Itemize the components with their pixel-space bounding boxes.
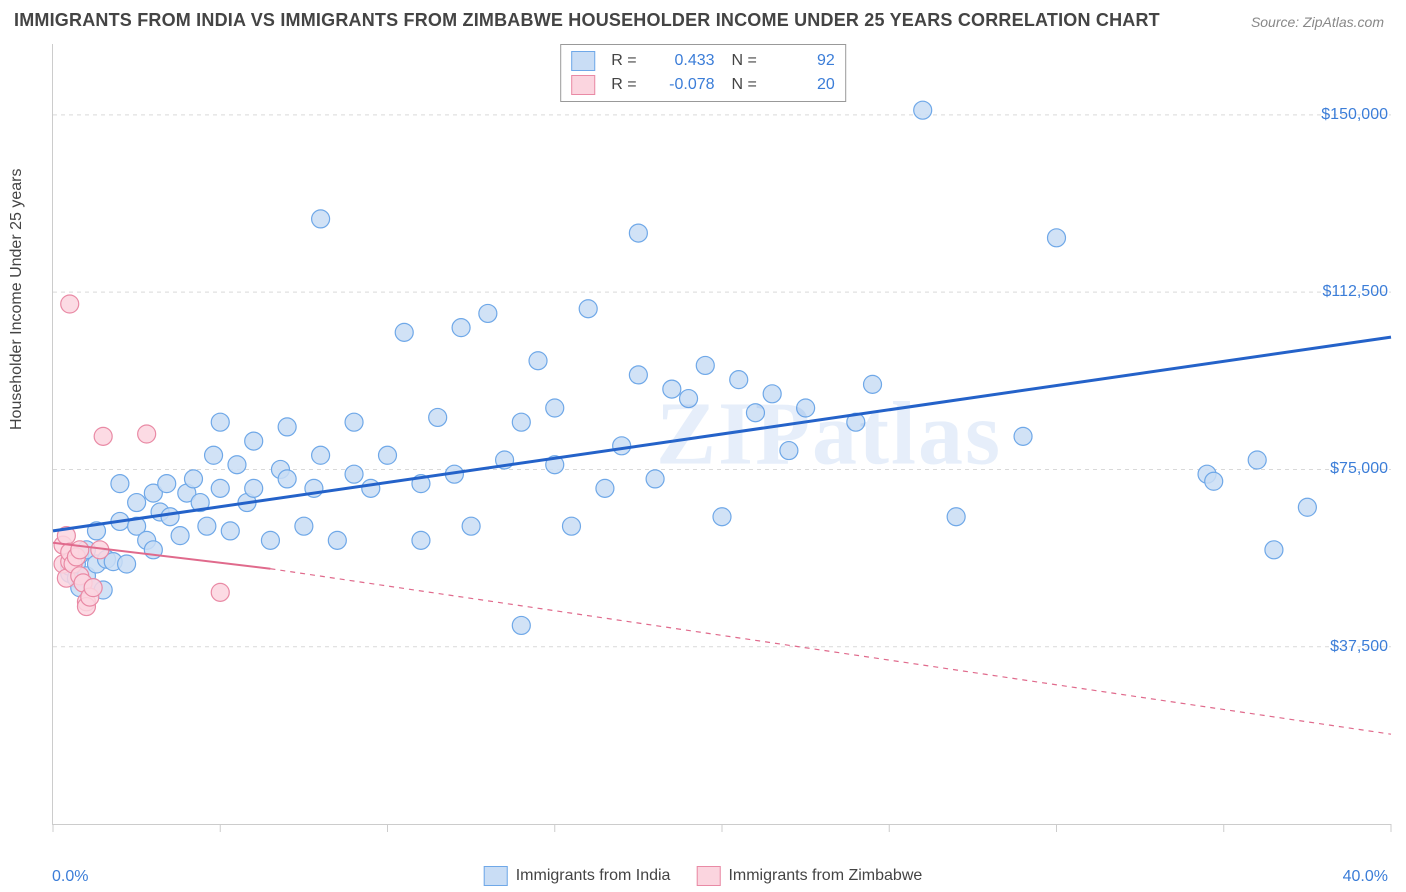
- y-tick-label: $75,000: [1330, 460, 1388, 478]
- n-value-zimbabwe: 20: [765, 73, 835, 97]
- correlation-legend-row: R = 0.433 N = 92: [571, 49, 835, 73]
- correlation-legend: R = 0.433 N = 92 R = -0.078 N = 20: [560, 44, 846, 102]
- x-ticks: [53, 824, 1391, 832]
- legend-swatch-zimbabwe: [696, 866, 720, 886]
- legend-swatch-india: [484, 866, 508, 886]
- r-label: R =: [611, 73, 636, 97]
- y-tick-label: $150,000: [1321, 106, 1388, 124]
- y-tick-label: $112,500: [1322, 283, 1388, 301]
- y-axis-label: Householder Income Under 25 years: [8, 169, 26, 430]
- legend-label-india: Immigrants from India: [516, 867, 671, 885]
- plot-area: ZIPatlas: [52, 44, 1391, 825]
- r-label: R =: [611, 49, 636, 73]
- legend-swatch-india: [571, 51, 595, 71]
- x-axis-max-label: 40.0%: [1343, 868, 1388, 886]
- series-legend: Immigrants from India Immigrants from Zi…: [484, 866, 923, 886]
- correlation-legend-row: R = -0.078 N = 20: [571, 73, 835, 97]
- n-value-india: 92: [765, 49, 835, 73]
- source-credit: Source: ZipAtlas.com: [1251, 14, 1384, 30]
- y-tick-label: $37,500: [1330, 638, 1388, 656]
- legend-item-india: Immigrants from India: [484, 866, 671, 886]
- legend-item-zimbabwe: Immigrants from Zimbabwe: [696, 866, 922, 886]
- r-value-india: 0.433: [645, 49, 715, 73]
- chart-title: IMMIGRANTS FROM INDIA VS IMMIGRANTS FROM…: [14, 10, 1160, 31]
- legend-swatch-zimbabwe: [571, 75, 595, 95]
- x-axis-min-label: 0.0%: [52, 868, 88, 886]
- legend-label-zimbabwe: Immigrants from Zimbabwe: [728, 867, 922, 885]
- n-label: N =: [723, 49, 757, 73]
- plot-svg: [53, 44, 1391, 824]
- n-label: N =: [723, 73, 757, 97]
- trend-lines: [53, 337, 1391, 734]
- r-value-zimbabwe: -0.078: [645, 73, 715, 97]
- scatter-points: [54, 101, 1316, 634]
